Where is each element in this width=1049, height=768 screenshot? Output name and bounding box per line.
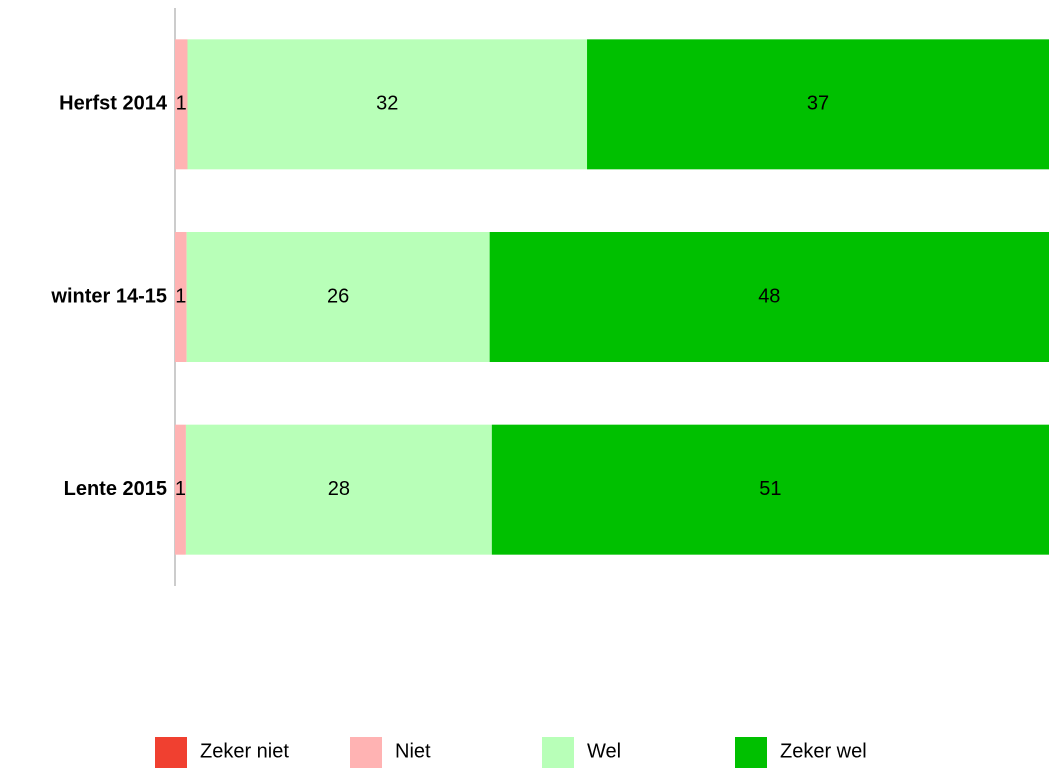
data-label: 32	[376, 93, 398, 115]
legend-label: Zeker wel	[780, 740, 867, 762]
data-label: 1	[175, 285, 186, 307]
legend-swatch	[155, 737, 187, 768]
legend-label: Wel	[587, 740, 621, 762]
category-label: Lente 2015	[64, 478, 167, 500]
data-label: 37	[807, 93, 829, 115]
legend-swatch	[542, 737, 574, 768]
data-label: 51	[759, 478, 781, 500]
data-label: 28	[328, 478, 350, 500]
data-label: 1	[175, 478, 186, 500]
data-label: 26	[327, 285, 349, 307]
bar-segment	[587, 39, 1049, 170]
bar-segment	[489, 232, 1049, 362]
bar-segment	[186, 232, 490, 362]
legend-label: Zeker niet	[200, 740, 289, 762]
bar-segment	[175, 424, 186, 555]
data-label: 48	[758, 285, 780, 307]
category-label: winter 14-15	[50, 285, 167, 307]
bar-segment	[187, 39, 588, 170]
bar-segment	[175, 39, 188, 170]
legend-swatch	[350, 737, 382, 768]
legend-label: Niet	[395, 740, 431, 762]
data-label: 1	[176, 93, 187, 115]
bar-segment	[491, 424, 1049, 555]
bar-segment	[185, 424, 492, 555]
legend-swatch	[735, 737, 767, 768]
bar-segment	[175, 232, 187, 362]
category-label: Herfst 2014	[59, 93, 168, 115]
